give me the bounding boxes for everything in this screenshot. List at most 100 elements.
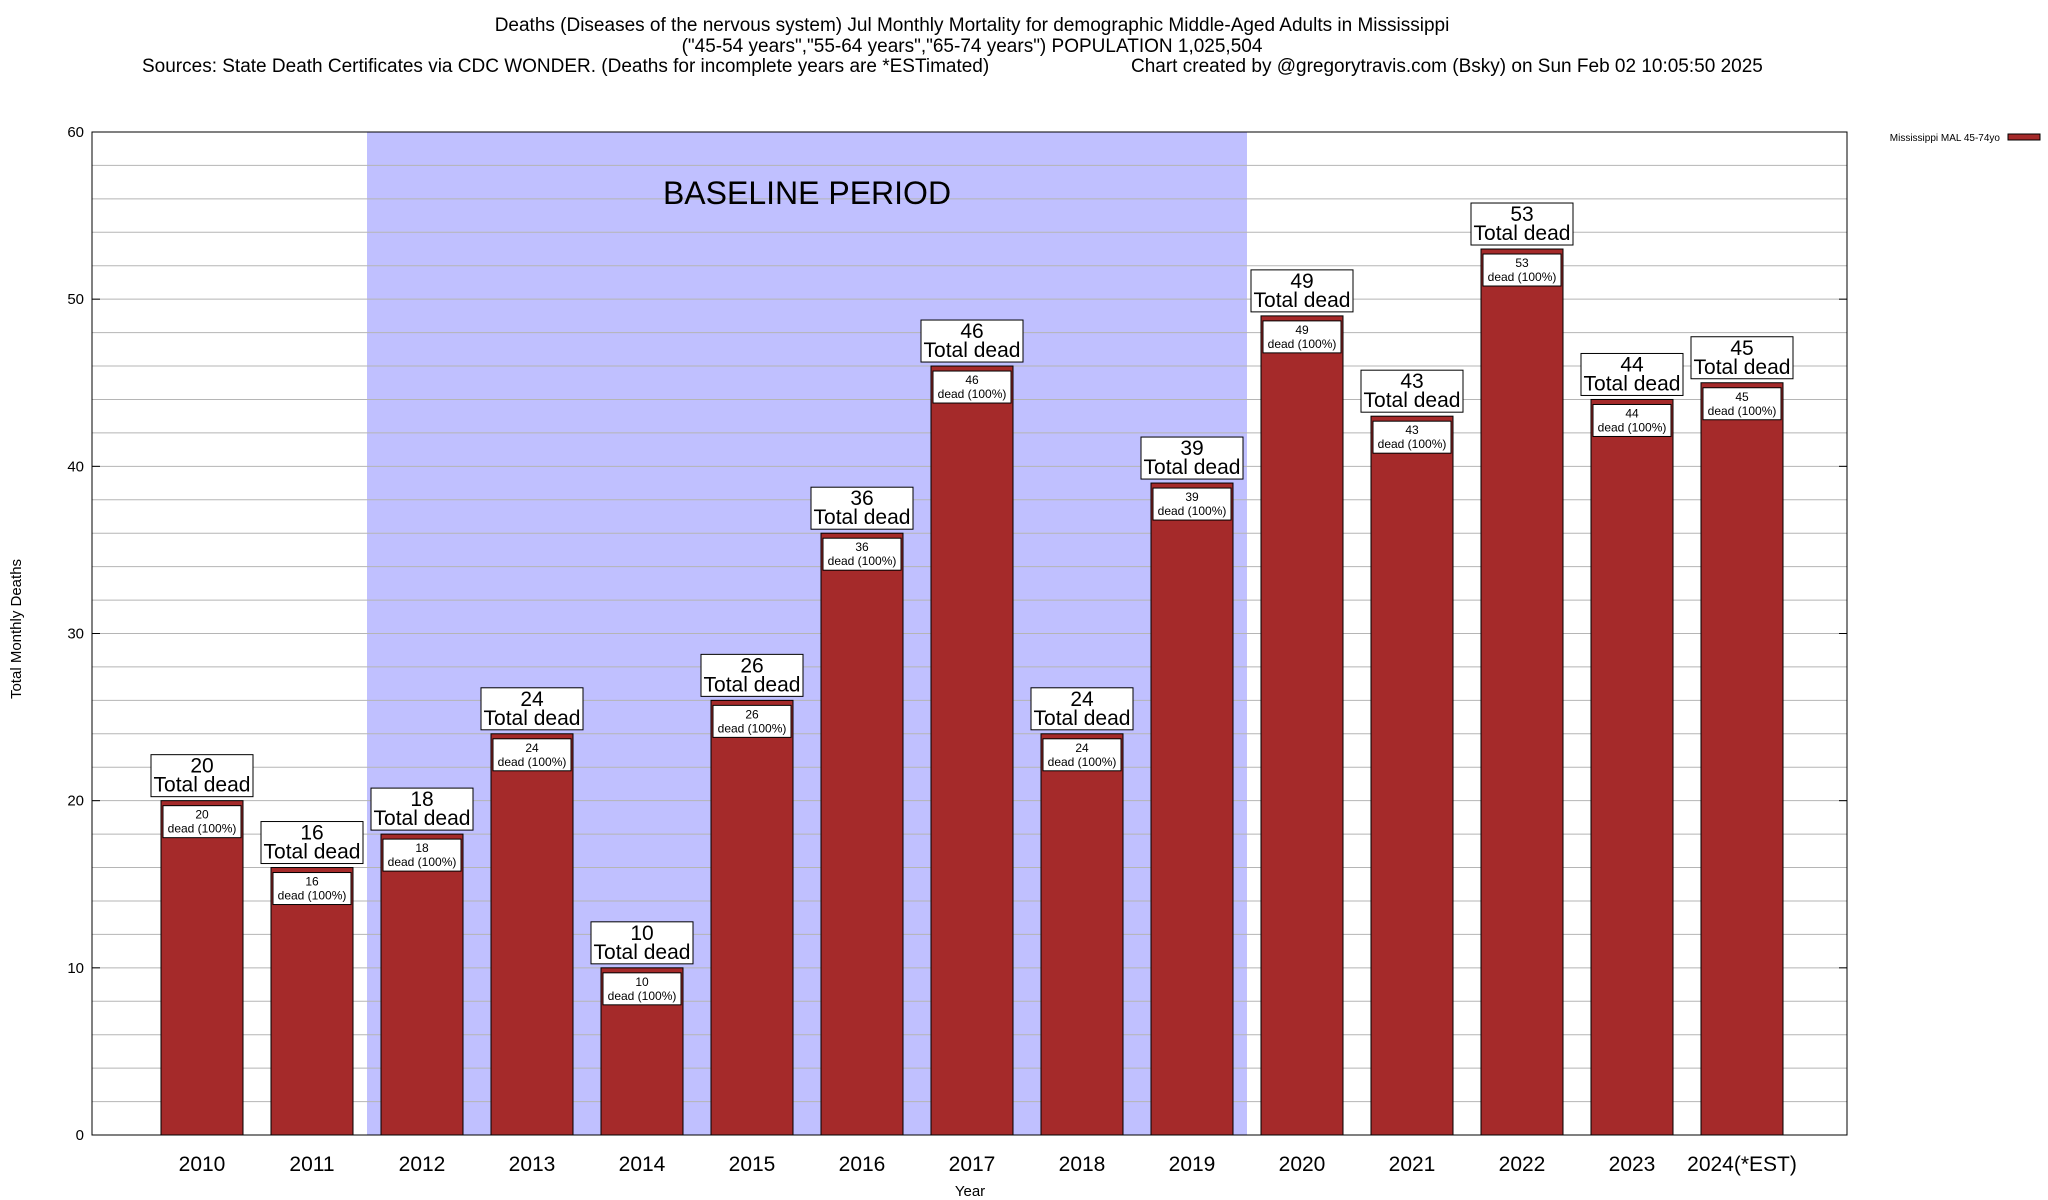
- x-axis-ticks: 2010 2011 2012 2013 2014 2015 2016 2017 2018 2019…: [179, 1153, 1797, 1176]
- total-label-value: 24: [520, 688, 544, 711]
- bar: [710, 699, 794, 1136]
- bar: [930, 365, 1014, 1136]
- inner-label-value: 49: [1295, 323, 1309, 337]
- inner-label-value: 46: [965, 373, 979, 387]
- inner-label-value: 43: [1405, 423, 1419, 437]
- y-axis-ticks: 0 10 20 30 40 50 60: [67, 124, 1847, 1144]
- inner-label-box: [602, 972, 682, 1006]
- total-label-value: 16: [300, 822, 323, 845]
- y-tick-label: 20: [67, 793, 84, 810]
- total-label-value: 49: [1290, 270, 1313, 293]
- bar: [1590, 398, 1674, 1136]
- inner-label-value: 16: [305, 875, 319, 889]
- inner-label-box: [1042, 738, 1122, 772]
- total-label-box: [1140, 436, 1244, 480]
- total-label-value: 26: [740, 654, 763, 677]
- chart-source: Sources: State Death Certificates via CD…: [142, 56, 989, 77]
- inner-label-box: [492, 738, 572, 772]
- inner-label-box: [1372, 420, 1452, 454]
- x-tick-label: 2022: [1499, 1153, 1546, 1176]
- legend: Mississippi MAL 45-74yo: [1890, 133, 2041, 144]
- inner-label-text: dead (100%): [1158, 504, 1227, 518]
- total-label-value: 39: [1180, 437, 1203, 460]
- inner-label-value: 39: [1185, 490, 1199, 504]
- total-label-box: [1250, 269, 1354, 313]
- inner-label-box: [162, 805, 242, 839]
- total-label-box: [260, 821, 364, 865]
- total-label-value: 43: [1400, 370, 1423, 393]
- x-tick-label: 2012: [399, 1153, 446, 1176]
- y-tick-label: 50: [67, 291, 84, 308]
- total-label-value: 53: [1510, 203, 1533, 226]
- total-label-value: 44: [1620, 353, 1644, 376]
- inner-label-value: 24: [1075, 741, 1089, 755]
- inner-label-text: dead (100%): [608, 989, 677, 1003]
- chart-title: Deaths (Diseases of the nervous system) …: [495, 15, 1450, 36]
- x-tick-label: 2020: [1279, 1153, 1326, 1176]
- x-tick-label: 2024(*EST): [1687, 1153, 1797, 1176]
- bar: [490, 733, 574, 1136]
- legend-swatch: [2007, 133, 2041, 141]
- inner-label-value: 20: [195, 808, 209, 822]
- total-label-text: Total dead: [264, 841, 361, 864]
- inner-label-value: 10: [635, 975, 649, 989]
- inner-label-box: [272, 872, 352, 906]
- inner-label-text: dead (100%): [938, 387, 1007, 401]
- total-label-box: [1470, 202, 1574, 246]
- total-label-text: Total dead: [374, 807, 471, 830]
- inner-label-box: [382, 838, 462, 872]
- total-label-box: [700, 653, 804, 697]
- x-tick-label: 2023: [1609, 1153, 1656, 1176]
- inner-label-value: 24: [525, 741, 539, 755]
- inner-label-text: dead (100%): [1708, 404, 1777, 418]
- bar: [1150, 482, 1234, 1136]
- inner-label-value: 53: [1515, 256, 1529, 270]
- inner-label-text: dead (100%): [1598, 420, 1667, 434]
- total-label-text: Total dead: [1694, 356, 1791, 379]
- total-label-text: Total dead: [1034, 707, 1131, 730]
- total-label-text: Total dead: [814, 506, 911, 529]
- inner-label-value: 26: [745, 707, 759, 721]
- bar: [1700, 382, 1784, 1136]
- total-label-box: [370, 787, 474, 831]
- inner-label-box: [932, 370, 1012, 404]
- y-tick-label: 30: [67, 626, 84, 643]
- inner-label-text: dead (100%): [498, 755, 567, 769]
- bar: [1260, 315, 1344, 1136]
- total-label-text: Total dead: [1584, 372, 1681, 395]
- inner-label-text: dead (100%): [168, 822, 237, 836]
- total-label-box: [480, 687, 584, 731]
- total-label-text: Total dead: [484, 707, 581, 730]
- inner-label-value: 44: [1625, 406, 1639, 420]
- inner-label-box: [1592, 403, 1672, 437]
- baseline-label: BASELINE PERIOD: [663, 175, 951, 211]
- chart-credit: Chart created by @gregorytravis.com (Bsk…: [1131, 56, 1763, 77]
- bar: [1480, 248, 1564, 1136]
- x-tick-label: 2021: [1389, 1153, 1436, 1176]
- x-tick-label: 2017: [949, 1153, 996, 1176]
- total-label-box: [150, 754, 254, 798]
- bar: [160, 800, 244, 1136]
- total-label-text: Total dead: [594, 941, 691, 964]
- bar: [1370, 415, 1454, 1136]
- total-label-text: Total dead: [1144, 456, 1241, 479]
- total-label-value: 45: [1730, 337, 1753, 360]
- x-tick-label: 2011: [289, 1153, 334, 1176]
- total-label-value: 20: [190, 755, 213, 778]
- inner-label-text: dead (100%): [278, 889, 347, 903]
- total-label-text: Total dead: [924, 339, 1021, 362]
- total-label-text: Total dead: [154, 774, 251, 797]
- total-label-value: 46: [960, 320, 983, 343]
- total-label-text: Total dead: [1364, 389, 1461, 412]
- total-label-value: 18: [410, 788, 433, 811]
- y-tick-label: 0: [76, 1127, 84, 1144]
- total-label-text: Total dead: [1474, 222, 1571, 245]
- x-tick-label: 2019: [1169, 1153, 1216, 1176]
- inner-label-box: [822, 537, 902, 571]
- bar: [380, 833, 464, 1136]
- x-tick-label: 2014: [619, 1153, 666, 1176]
- x-tick-label: 2016: [839, 1153, 886, 1176]
- total-label-box: [1690, 336, 1794, 380]
- inner-label-value: 18: [415, 841, 429, 855]
